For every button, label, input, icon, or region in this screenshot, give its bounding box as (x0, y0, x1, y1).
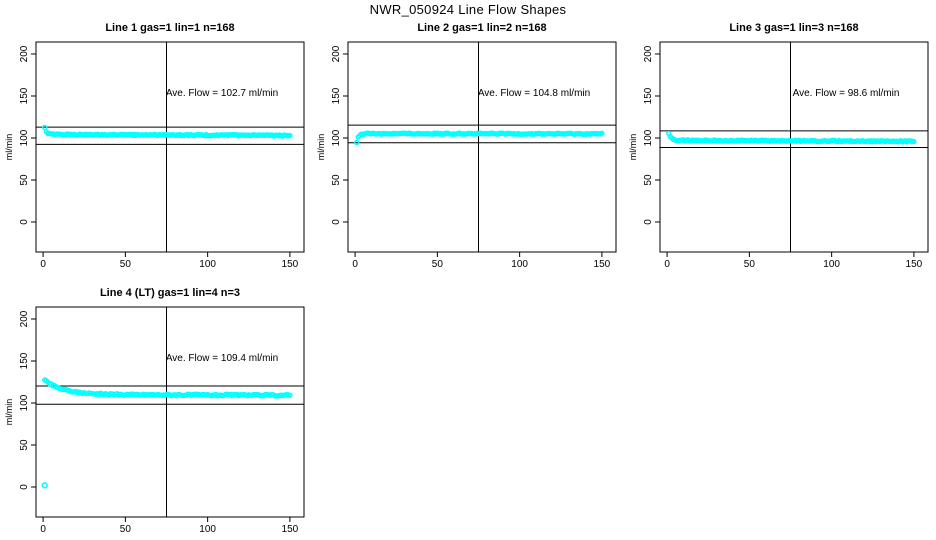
svg-text:150: 150 (331, 87, 342, 104)
svg-text:150: 150 (643, 87, 654, 104)
svg-text:0: 0 (664, 259, 670, 270)
svg-text:150: 150 (19, 352, 30, 369)
svg-text:200: 200 (643, 45, 654, 62)
svg-text:0: 0 (40, 524, 46, 535)
svg-text:50: 50 (432, 259, 444, 270)
flow-panel-line1: 0 50 100 150 0 50 100 150 200 ml/min Ave. Flow = 1… (0, 20, 312, 276)
svg-text:50: 50 (331, 174, 342, 186)
flow-panel-line4: 0 50 100 150 0 50 100 150 200 ml/min Ave. Flow = 1… (0, 285, 312, 540)
svg-text:Ave. Flow = 98.6 ml/min: Ave. Flow = 98.6 ml/min (793, 88, 900, 99)
svg-text:100: 100 (823, 259, 840, 270)
svg-text:Ave. Flow = 102.7 ml/min: Ave. Flow = 102.7 ml/min (166, 88, 278, 99)
svg-text:0: 0 (331, 219, 342, 225)
svg-text:150: 150 (19, 87, 30, 104)
svg-text:50: 50 (643, 174, 654, 186)
svg-text:100: 100 (643, 129, 654, 146)
svg-text:150: 150 (594, 259, 611, 270)
panel-title-line2: Line 2 gas=1 lin=2 n=168 (417, 22, 547, 34)
svg-text:100: 100 (331, 129, 342, 146)
svg-text:50: 50 (19, 174, 30, 186)
flow-panel-line3: 0 50 100 150 0 50 100 150 200 ml/min Ave. Flow = 9… (624, 20, 936, 276)
svg-text:0: 0 (643, 219, 654, 225)
main-title: NWR_050924 Line Flow Shapes (369, 2, 567, 17)
svg-text:100: 100 (199, 259, 216, 270)
svg-text:200: 200 (19, 310, 30, 327)
svg-text:0: 0 (40, 259, 46, 270)
flow-panel-line2: 0 50 100 150 0 50 100 150 200 ml/min Ave. Flow = 1… (312, 20, 624, 276)
flow-chart-line1: 0 50 100 150 0 50 100 150 200 ml/min Ave. Flow = 1… (4, 41, 305, 270)
svg-text:50: 50 (120, 259, 132, 270)
svg-text:150: 150 (282, 259, 299, 270)
svg-text:ml/min: ml/min (4, 134, 14, 161)
panel-title-line1: Line 1 gas=1 lin=1 n=168 (105, 22, 235, 34)
svg-text:100: 100 (19, 129, 30, 146)
svg-text:200: 200 (19, 45, 30, 62)
panel-title-line3: Line 3 gas=1 lin=3 n=168 (729, 22, 859, 34)
svg-text:0: 0 (19, 219, 30, 225)
svg-text:100: 100 (19, 394, 30, 411)
svg-text:0: 0 (19, 484, 30, 490)
panel-title-line4: Line 4 (LT) gas=1 lin=4 n=3 (99, 287, 241, 299)
svg-text:50: 50 (19, 439, 30, 451)
svg-text:50: 50 (120, 524, 132, 535)
svg-text:150: 150 (906, 259, 923, 270)
svg-text:Ave. Flow = 109.4 ml/min: Ave. Flow = 109.4 ml/min (166, 353, 278, 364)
svg-text:150: 150 (282, 524, 299, 535)
svg-text:50: 50 (744, 259, 756, 270)
svg-text:Ave. Flow = 104.8 ml/min: Ave. Flow = 104.8 ml/min (478, 88, 590, 99)
flow-chart-line4: 0 50 100 150 0 50 100 150 200 ml/min Ave. Flow = 1… (4, 306, 305, 535)
svg-text:200: 200 (331, 45, 342, 62)
svg-text:ml/min: ml/min (4, 399, 14, 426)
svg-text:0: 0 (352, 259, 358, 270)
flow-chart-line3: 0 50 100 150 0 50 100 150 200 ml/min Ave. Flow = 9… (628, 41, 929, 270)
svg-text:100: 100 (511, 259, 528, 270)
svg-text:ml/min: ml/min (628, 134, 638, 161)
flow-chart-line2: 0 50 100 150 0 50 100 150 200 ml/min Ave. Flow = 1… (316, 41, 617, 270)
svg-text:ml/min: ml/min (316, 134, 326, 161)
svg-text:100: 100 (199, 524, 216, 535)
